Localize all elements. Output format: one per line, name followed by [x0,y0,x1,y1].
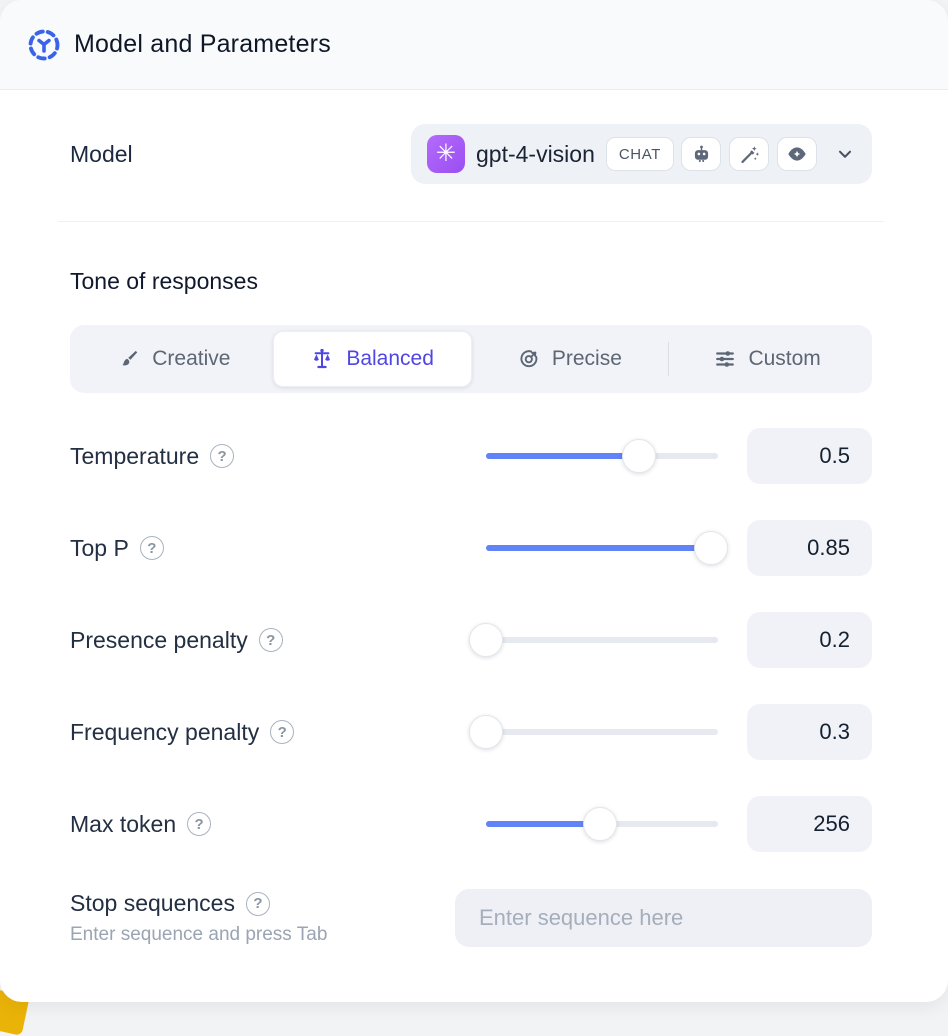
tab-balanced[interactable]: Balanced [272,331,472,387]
slider-fill [486,545,712,551]
magic-wand-icon [729,137,769,171]
tone-tabbar: Creative Balanced [70,325,872,393]
chat-badge: CHAT [605,137,674,171]
param-label: Frequency penalty [70,718,260,745]
slider-fill [486,453,640,459]
tab-creative[interactable]: Creative [76,331,273,387]
top-p-value[interactable]: 0.85 [747,520,872,576]
tab-label: Creative [152,347,231,370]
paintbrush-icon [118,348,140,370]
slider-thumb[interactable] [694,531,729,565]
stop-sequences-row: Stop sequences ? Enter sequence and pres… [70,889,872,947]
param-label: Temperature [70,442,200,469]
model-parameters-panel: Model and Parameters Model ✳ gpt-4-visio… [0,0,948,1002]
balance-scale-icon [310,347,334,371]
max-token-value[interactable]: 256 [747,796,872,852]
presence-penalty-slider[interactable] [469,623,718,657]
param-row-frequency-penalty: Frequency penalty ? 0.3 [70,704,872,760]
presence-penalty-value[interactable]: 0.2 [747,612,872,668]
tab-custom[interactable]: Custom [669,331,866,387]
openai-logo-icon: ✳ [426,135,465,173]
slider-fill [486,821,600,827]
tone-section-title: Tone of responses [70,268,258,294]
target-icon [518,348,540,370]
param-row-max-token: Max token ? 256 [70,796,872,852]
temperature-slider[interactable] [486,439,718,473]
tab-label: Balanced [346,347,434,370]
slider-track[interactable] [486,729,718,735]
help-icon[interactable]: ? [210,444,235,468]
robot-icon [681,137,721,171]
panel-title: Model and Parameters [74,30,331,58]
stop-sequences-helper: Enter sequence and press Tab [70,924,328,945]
help-icon[interactable]: ? [139,536,164,560]
vision-eye-icon [777,137,817,171]
max-token-slider[interactable] [486,807,718,841]
param-row-presence-penalty: Presence penalty ? 0.2 [70,612,872,668]
tab-precise[interactable]: Precise [472,331,669,387]
slider-track[interactable] [486,637,718,643]
tab-label: Custom [748,347,821,370]
param-label: Max token [70,810,177,837]
help-icon[interactable]: ? [187,812,212,836]
slider-thumb[interactable] [469,623,503,657]
param-label: Presence penalty [70,626,248,653]
slider-thumb[interactable] [582,807,617,841]
param-label: Top P [70,534,129,561]
param-row-temperature: Temperature ? 0.5 [70,428,872,484]
slider-thumb[interactable] [622,439,657,473]
model-name: gpt-4-vision [475,140,595,167]
model-row: Model ✳ gpt-4-vision CHAT [70,124,872,184]
sliders-icon [714,348,736,370]
model-hub-icon [26,27,62,63]
temperature-value[interactable]: 0.5 [747,428,872,484]
model-select[interactable]: ✳ gpt-4-vision CHAT [410,124,872,184]
tab-label: Precise [551,347,622,370]
frequency-penalty-slider[interactable] [469,715,718,749]
help-icon[interactable]: ? [258,628,283,652]
param-row-top-p: Top P ? 0.85 [70,520,872,576]
stop-sequences-label: Stop sequences [70,890,235,916]
slider-thumb[interactable] [469,715,503,749]
tab-divider [668,342,670,376]
model-label: Model [70,140,133,167]
stop-sequence-input[interactable] [455,889,872,947]
help-icon[interactable]: ? [270,720,295,744]
top-p-slider[interactable] [486,531,729,565]
help-icon[interactable]: ? [245,891,270,916]
panel-header: Model and Parameters [0,0,948,90]
frequency-penalty-value[interactable]: 0.3 [747,704,872,760]
chevron-down-icon[interactable] [834,143,856,165]
section-divider [58,221,884,222]
